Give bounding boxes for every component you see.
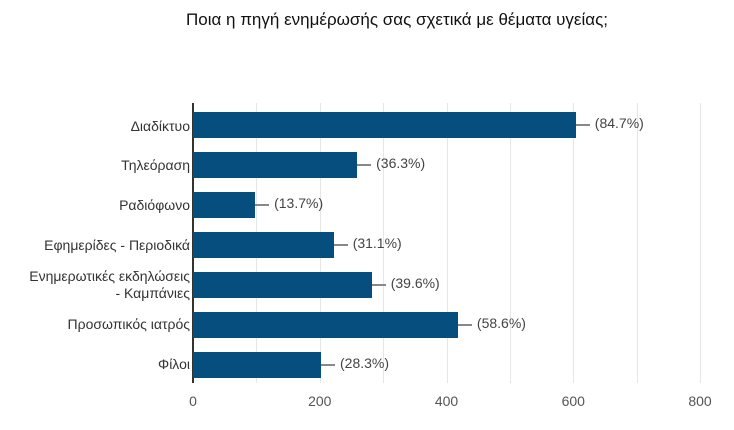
- whisker: [255, 204, 270, 206]
- category-label-line: Ενημερωτικές εκδηλώσεις: [29, 268, 190, 284]
- x-tick-label: 800: [688, 393, 712, 409]
- x-tick-label: 200: [308, 393, 332, 409]
- category-label-line: - Καμπάνιες: [115, 285, 190, 301]
- bar[interactable]: [193, 272, 372, 298]
- gridline: [383, 103, 385, 383]
- bar[interactable]: [193, 112, 576, 138]
- data-label: (58.6%): [476, 315, 526, 331]
- x-tick-label: 400: [434, 393, 459, 409]
- gridline: [636, 103, 638, 383]
- bar[interactable]: [193, 232, 334, 258]
- bar[interactable]: [193, 312, 458, 338]
- category-label: Εφημερίδες - Περιοδικά: [44, 237, 190, 253]
- data-label: (36.3%): [376, 155, 426, 171]
- data-label: (28.3%): [340, 355, 390, 371]
- whisker: [333, 244, 348, 246]
- bar[interactable]: [193, 152, 358, 178]
- bar[interactable]: [193, 352, 322, 378]
- category-label: Τηλεόραση: [121, 157, 190, 173]
- whisker: [357, 164, 372, 166]
- gridline: [573, 103, 575, 383]
- whisker: [457, 324, 472, 326]
- data-label: (84.7%): [594, 115, 644, 131]
- category-label: Φίλοι: [158, 356, 190, 372]
- whisker: [371, 284, 386, 286]
- x-tick-label: 600: [561, 393, 585, 409]
- chart-title: Ποια η πηγή ενημέρωσής σας σχετικά με θέ…: [185, 10, 609, 29]
- whisker: [321, 364, 336, 366]
- data-label: (39.6%): [390, 275, 440, 291]
- plot-area: (84.7%) (36.3%) (13.7%) (31.1%) (39.6%) (58.6…: [192, 103, 701, 383]
- category-label: Διαδίκτυο: [130, 118, 190, 134]
- gridline: [700, 103, 701, 383]
- whisker: [575, 124, 590, 126]
- data-label: (31.1%): [352, 235, 402, 251]
- category-label: Ενημερωτικές εκδηλώσεις - Καμπάνιες: [0, 268, 190, 302]
- gridline: [446, 103, 448, 383]
- x-tick-label: 0: [189, 393, 197, 409]
- gridline: [509, 103, 511, 383]
- bar[interactable]: [193, 192, 256, 218]
- category-label: Προσωπικός ιατρός: [67, 316, 191, 332]
- category-label: Ραδιόφωνο: [119, 197, 190, 213]
- data-label: (13.7%): [274, 195, 324, 211]
